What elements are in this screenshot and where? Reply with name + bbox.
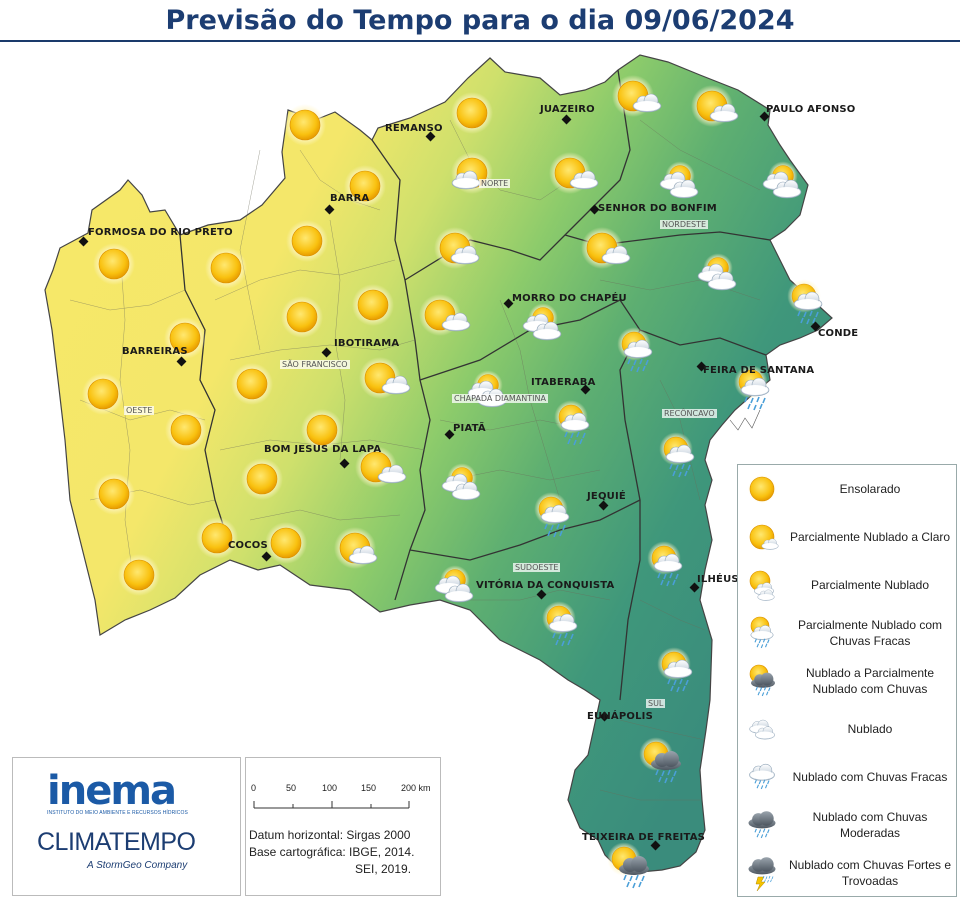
sun-icon bbox=[164, 408, 208, 452]
scale-tick-label: 0 bbox=[251, 783, 257, 793]
sun-icon bbox=[285, 219, 329, 263]
region-label-reconcavo: RECÔNCAVO bbox=[662, 409, 717, 418]
city-label-formosa-do-rio-preto: FORMOSA DO RIO PRETO bbox=[88, 227, 233, 238]
region-label-sao-francisco: SÃO FRANCISCO bbox=[280, 360, 350, 369]
sun-icon bbox=[450, 91, 494, 135]
title-bar: Previsão do Tempo para o dia 09/06/2024 bbox=[0, 0, 960, 42]
climatempo-logo: CLIMATEMPO bbox=[37, 828, 196, 856]
legend-row: Ensolarado bbox=[738, 465, 956, 513]
city-label-cocos: COCOS bbox=[228, 540, 268, 551]
sun-icon bbox=[204, 246, 248, 290]
city-label-ibotirama: IBOTIRAMA bbox=[334, 338, 400, 349]
city-label-itaberaba: ITABERABA bbox=[531, 377, 596, 388]
state-shape bbox=[44, 54, 833, 873]
sun-cloud-light-rain-icon bbox=[750, 616, 774, 649]
legend-label: Nublado a Parcialmente Nublado com Chuva… bbox=[805, 666, 935, 696]
region-label-sudoeste: SUDOESTE bbox=[513, 563, 561, 572]
sun-icon bbox=[117, 553, 161, 597]
city-label-eunapolis: EUNÁPOLIS bbox=[587, 711, 653, 722]
datum-text: Datum horizontal: Sirgas 2000 bbox=[249, 828, 411, 842]
stormgeo-tagline: A StormGeo Company bbox=[87, 860, 188, 871]
legend-label: Parcialmente Nublado a Claro bbox=[789, 530, 951, 544]
sun-dark-cloud-rain-icon bbox=[749, 664, 775, 697]
legend-row: Nublado com Chuvas Fracas bbox=[738, 753, 956, 801]
logo-panel: inema INSTITUTO DO MEIO AMBIENTE E RECUR… bbox=[12, 757, 241, 896]
city-label-remanso: REMANSO bbox=[385, 123, 443, 134]
sun-icon bbox=[195, 516, 239, 560]
city-label-ilheus: ILHÉUS bbox=[697, 574, 739, 585]
base-cartografica-text: Base cartográfica: IBGE, 2014. bbox=[249, 845, 415, 859]
scale-tick-label: 200 km bbox=[401, 783, 431, 793]
region-label-oeste: OESTE bbox=[124, 406, 155, 415]
scale-panel: 0 50 100 150 200 km Datum horizontal: Si… bbox=[245, 757, 441, 896]
sun-icon bbox=[92, 472, 136, 516]
cloud-light-rain-icon bbox=[748, 763, 776, 790]
region-label-chapada-diamantina: CHAPADA DIAMANTINA bbox=[452, 394, 548, 403]
legend-label: Ensolarado bbox=[839, 482, 901, 496]
legend-label: Nublado com Chuvas Fracas bbox=[792, 770, 948, 784]
cloud-icon bbox=[749, 719, 776, 740]
sun-cloud-icon bbox=[749, 570, 775, 601]
legend-label: Parcialmente Nublado com Chuvas Fracas bbox=[797, 618, 943, 648]
inema-logo: inema bbox=[47, 768, 177, 814]
city-label-jequie: JEQUIÉ bbox=[587, 491, 626, 502]
sei-text: SEI, 2019. bbox=[355, 862, 412, 876]
city-label-barreiras: BARREIRAS bbox=[122, 346, 188, 357]
region-label-nordeste: NORDESTE bbox=[660, 220, 709, 229]
dark-cloud-rain-icon bbox=[748, 811, 776, 839]
city-label-morro-do-chapeu: MORRO DO CHAPÉU bbox=[512, 293, 627, 304]
legend-row: Parcialmente Nublado com Chuvas Fracas bbox=[738, 609, 956, 657]
legend-label: Nublado bbox=[847, 722, 893, 736]
city-label-juazeiro: JUAZEIRO bbox=[540, 104, 595, 115]
sun-icon bbox=[748, 475, 776, 503]
city-label-feira-de-santana: FEIRA DE SANTANA bbox=[703, 365, 815, 376]
legend-row: Parcialmente Nublado a Claro bbox=[738, 513, 956, 561]
legend-row: Nublado a Parcialmente Nublado com Chuva… bbox=[738, 657, 956, 705]
sun-small-cloud-icon bbox=[749, 524, 779, 550]
city-label-barra: BARRA bbox=[330, 193, 370, 204]
scale-tick-label: 50 bbox=[286, 783, 297, 793]
legend: Ensolarado Parcialmente Nublado a Claro … bbox=[737, 464, 957, 897]
sun-icon bbox=[264, 521, 308, 565]
city-label-paulo-afonso: PAULO AFONSO bbox=[766, 104, 856, 115]
sun-icon bbox=[81, 372, 125, 416]
city-label-bom-jesus-da-lapa: BOM JESUS DA LAPA bbox=[264, 444, 382, 455]
region-label-sul: SUL bbox=[646, 699, 666, 708]
legend-row: Parcialmente Nublado bbox=[738, 561, 956, 609]
city-label-conde: CONDE bbox=[818, 328, 859, 339]
sun-icon bbox=[283, 103, 327, 147]
sun-icon bbox=[230, 362, 274, 406]
sun-icon bbox=[351, 283, 395, 327]
legend-row: Nublado com Chuvas Moderadas bbox=[738, 801, 956, 849]
region-label-norte: NORTE bbox=[479, 179, 511, 188]
legend-label: Parcialmente Nublado bbox=[810, 578, 930, 592]
city-label-piata: PIATÃ bbox=[453, 423, 486, 434]
sun-icon bbox=[92, 242, 136, 286]
legend-label: Nublado com Chuvas Moderadas bbox=[812, 810, 928, 840]
legend-row: Nublado bbox=[738, 705, 956, 753]
sun-icon bbox=[240, 457, 284, 501]
city-label-senhor-do-bonfim: SENHOR DO BONFIM bbox=[598, 203, 717, 214]
page-title: Previsão do Tempo para o dia 09/06/2024 bbox=[165, 4, 795, 36]
scale-tick-label: 150 bbox=[361, 783, 377, 793]
legend-row: Nublado com Chuvas Fortes e Trovoadas bbox=[738, 849, 956, 897]
sun-icon bbox=[280, 295, 324, 339]
city-label-vitoria-da-conquista: VITÓRIA DA CONQUISTA bbox=[476, 580, 615, 591]
city-label-teixeira-de-freitas: TEIXEIRA DE FREITAS bbox=[582, 832, 706, 843]
bahia-map bbox=[44, 54, 833, 889]
inema-subtitle: INSTITUTO DO MEIO AMBIENTE E RECURSOS HÍ… bbox=[47, 810, 188, 816]
legend-label: Nublado com Chuvas Fortes e Trovoadas bbox=[788, 858, 952, 888]
scale-tick-label: 100 bbox=[322, 783, 338, 793]
scale-bar bbox=[253, 801, 410, 809]
storm-icon bbox=[748, 857, 776, 892]
